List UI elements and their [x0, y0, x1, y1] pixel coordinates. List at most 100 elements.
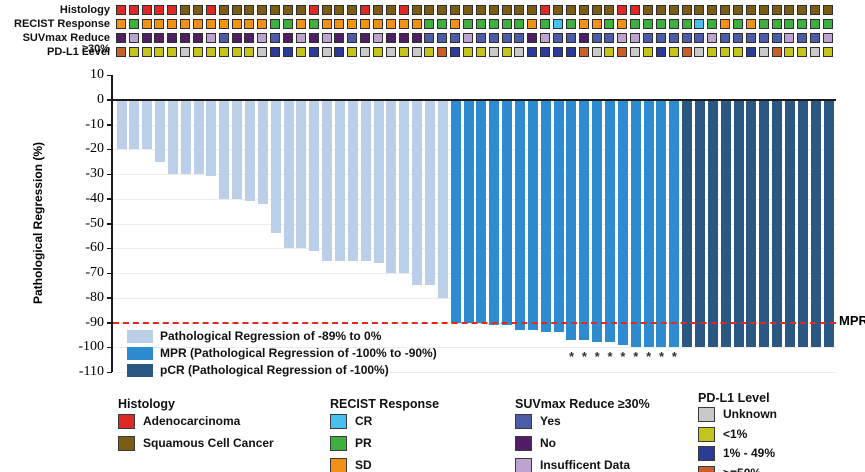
legend-label: Adenocarcinoma — [143, 414, 241, 428]
bar — [669, 100, 680, 348]
annotation-cell — [758, 5, 769, 15]
annotation-cell — [527, 5, 538, 15]
significance-asterisk: * — [633, 349, 639, 364]
axis-tick-label: -110 — [78, 364, 104, 379]
annotation-cell — [578, 33, 589, 43]
bar — [630, 100, 641, 348]
legend-label: <1% — [723, 426, 748, 441]
legend-swatch — [698, 465, 715, 472]
bar — [335, 100, 346, 261]
annotation-cell — [655, 19, 666, 29]
annotation-cell — [372, 47, 383, 57]
annotation-cell — [527, 33, 538, 43]
annotation-cell — [694, 47, 705, 57]
annotation-cell — [552, 5, 563, 15]
axis-tick-label: 10 — [90, 67, 104, 82]
annotation-cell — [784, 5, 795, 15]
annotation-cell — [270, 5, 281, 15]
axis-tick-label: -100 — [78, 339, 104, 355]
legend-swatch — [118, 414, 135, 429]
annotation-cell — [385, 5, 396, 15]
annotation-cell — [475, 5, 486, 15]
annotation-cell — [141, 47, 152, 57]
annotation-cell — [334, 47, 345, 57]
bar — [746, 100, 757, 348]
significance-asterisk: * — [594, 349, 600, 364]
legend-group-title: RECIST Response — [330, 397, 440, 411]
annotation-cell — [514, 5, 525, 15]
axis-tick — [107, 371, 112, 373]
annotation-cell — [334, 19, 345, 29]
bar — [399, 100, 410, 273]
annotation-cell — [732, 5, 743, 15]
annotation-cell — [308, 47, 319, 57]
annotation-cell — [745, 47, 756, 57]
bar — [386, 100, 397, 273]
bar — [579, 100, 590, 340]
annotation-cell — [141, 33, 152, 43]
annotation-cell — [321, 5, 332, 15]
annotation-cell — [372, 5, 383, 15]
annotation-cell — [797, 33, 808, 43]
annotation-cell — [707, 33, 718, 43]
annotation-cell — [360, 5, 371, 15]
annotation-cell — [398, 5, 409, 15]
annotation-cell — [167, 33, 178, 43]
annotation-cell — [450, 19, 461, 29]
bar — [232, 100, 243, 199]
annotation-cell — [244, 19, 255, 29]
annotation-cell — [501, 47, 512, 57]
annotation-cell — [437, 33, 448, 43]
annotation-cell — [720, 19, 731, 29]
annotation-cell — [462, 33, 473, 43]
annotation-cell — [681, 5, 692, 15]
annotation-cell — [668, 33, 679, 43]
annotation-cell — [501, 5, 512, 15]
annotation-cell — [810, 33, 821, 43]
annotation-cell — [154, 47, 165, 57]
annotation-cell — [707, 5, 718, 15]
bar — [116, 100, 127, 150]
annotation-cell — [630, 19, 641, 29]
annotation-cell — [501, 19, 512, 29]
bar — [360, 100, 371, 261]
bar — [553, 100, 564, 333]
annotation-cell — [180, 47, 191, 57]
annotation-cell — [707, 47, 718, 57]
track-label: SUVmax Reduce ≥30% — [22, 32, 110, 55]
annotation-cell — [540, 47, 551, 57]
legend-label: Pathological Regression of -89% to 0% — [160, 329, 382, 343]
annotation-cell — [424, 33, 435, 43]
annotation-cell — [591, 47, 602, 57]
annotation-cell — [385, 19, 396, 29]
annotation-cell — [128, 33, 139, 43]
legend-swatch — [330, 414, 347, 429]
annotation-cell — [360, 33, 371, 43]
annotation-cell — [810, 19, 821, 29]
annotation-cell — [128, 47, 139, 57]
legend-label: MPR (Pathological Regression of -100% to… — [160, 346, 437, 360]
annotation-cell — [488, 19, 499, 29]
bar — [450, 100, 461, 323]
annotation-cell — [450, 47, 461, 57]
annotation-cell — [398, 19, 409, 29]
annotation-cell — [514, 47, 525, 57]
annotation-cell — [231, 5, 242, 15]
annotation-cell — [720, 5, 731, 15]
annotation-cell — [784, 33, 795, 43]
annotation-cell — [642, 5, 653, 15]
legend-label: 1% - 49% — [723, 446, 776, 460]
annotation-cell — [694, 19, 705, 29]
annotation-cell — [115, 33, 126, 43]
annotation-cell — [347, 47, 358, 57]
axis-tick — [107, 247, 112, 250]
bar — [617, 100, 628, 345]
annotation-cell — [270, 47, 281, 57]
legend-swatch — [698, 446, 715, 461]
annotation-cell — [565, 19, 576, 29]
annotation-cell — [334, 5, 345, 15]
bar — [155, 100, 166, 162]
annotation-cell — [360, 47, 371, 57]
annotation-cell — [154, 19, 165, 29]
annotation-cell — [282, 47, 293, 57]
